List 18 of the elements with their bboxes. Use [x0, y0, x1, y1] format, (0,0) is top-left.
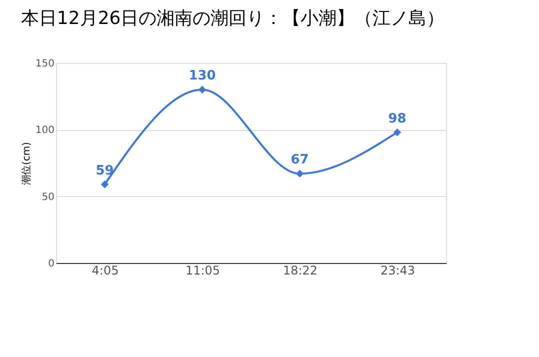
x-tick-label: 23:43	[380, 264, 416, 278]
y-tick-label: 0	[48, 258, 54, 270]
point	[393, 128, 402, 136]
data-label: 130	[188, 68, 216, 84]
y-tick-label: 50	[42, 192, 54, 203]
x-tick-label: 18:22	[282, 264, 318, 278]
y-axis-title: 潮位(cm)	[20, 142, 32, 186]
point	[198, 86, 206, 94]
x-tick-label: 11:05	[185, 264, 220, 278]
x-tick-label: 4:05	[92, 264, 119, 278]
point	[296, 170, 304, 178]
data-label: 59	[96, 163, 114, 178]
data-label: 67	[290, 152, 309, 168]
y-tick-label: 100	[35, 125, 54, 136]
point	[100, 180, 109, 188]
data-label: 98	[388, 111, 406, 126]
chart-title: 本日12月26日の湘南の潮回り：【小潮】（江ノ島）	[20, 8, 445, 29]
y-tick-label: 150	[35, 58, 54, 70]
